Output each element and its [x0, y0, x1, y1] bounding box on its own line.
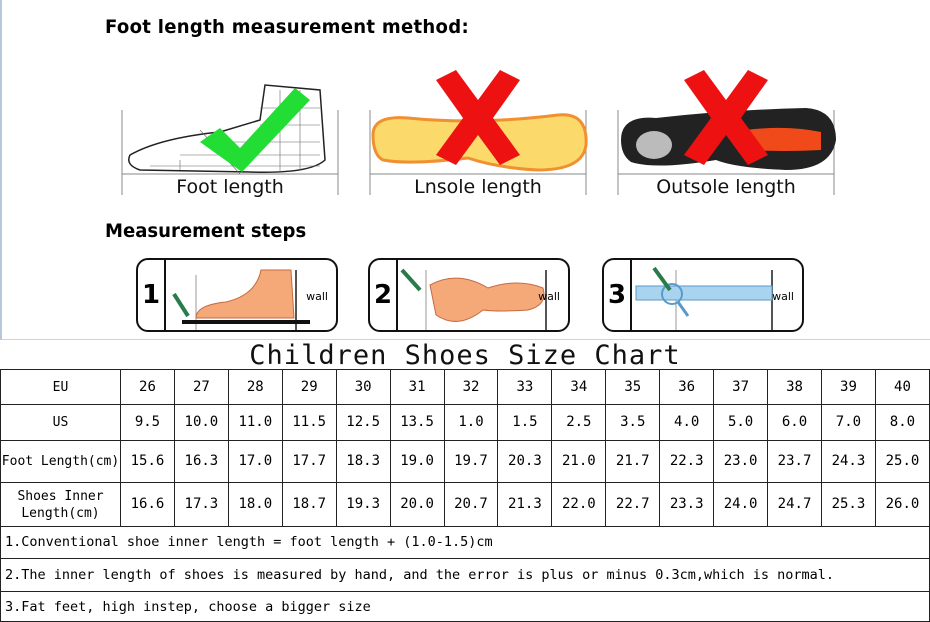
table-cell: 18.3 — [335, 440, 391, 483]
cross-icon — [684, 70, 768, 165]
table-row: Foot Length(cm) 15.6 16.3 17.0 17.7 18.3 19.0 1… — [0, 440, 930, 483]
table-cell: 24.7 — [767, 482, 822, 527]
table-cell: 22.0 — [551, 482, 607, 527]
foot-side-on-paper-illustration — [172, 269, 310, 330]
table-cell: 24.0 — [713, 482, 769, 527]
table-cell: 20.3 — [497, 440, 553, 483]
table-cell: 40 — [874, 369, 930, 405]
table-cell: 35 — [605, 369, 661, 405]
table-row: Shoes Inner Length(cm) 16.6 17.3 18.0 18.7 19… — [0, 482, 930, 527]
table-cell: 24.3 — [820, 440, 876, 483]
table-cell: 1.0 — [443, 404, 499, 441]
table-cell: 32 — [443, 369, 499, 405]
row-header: Shoes Inner Length(cm) — [0, 482, 121, 527]
table-cell: 3.5 — [605, 404, 661, 441]
step-3: 3 wall — [602, 258, 804, 332]
note-2: 2.The inner length of shoes is measured … — [0, 559, 930, 592]
table-cell: 10.0 — [173, 404, 229, 441]
table-cell: 12.5 — [335, 404, 391, 441]
method-insole-length: Lnsole length — [368, 70, 588, 198]
table-cell: 18.7 — [281, 482, 337, 527]
step-2: 2 wall — [368, 258, 570, 332]
cross-icon — [436, 70, 520, 165]
table-cell: 33 — [497, 369, 553, 405]
table-cell: 5.0 — [713, 404, 769, 441]
table-cell: 2.5 — [551, 404, 607, 441]
table-cell: 23.7 — [767, 440, 822, 483]
table-cell: 17.3 — [173, 482, 229, 527]
note-1: 1.Conventional shoe inner length = foot … — [0, 526, 930, 559]
table-cell: 29 — [281, 369, 337, 405]
table-cell: 23.0 — [713, 440, 769, 483]
table-cell: 18.0 — [227, 482, 283, 527]
table-cell: 31 — [389, 369, 445, 405]
table-cell: 16.3 — [173, 440, 229, 483]
table-cell: 39 — [820, 369, 876, 405]
table-cell: 30 — [335, 369, 391, 405]
table-cell: 17.7 — [281, 440, 337, 483]
insole-illustration — [369, 110, 588, 195]
row-header: EU — [0, 369, 121, 405]
step-1: 1 wall — [136, 258, 338, 332]
table-cell: 21.0 — [551, 440, 607, 483]
table-cell: 13.5 — [389, 404, 445, 441]
table-cell: 17.0 — [227, 440, 283, 483]
table-cell: 21.3 — [497, 482, 553, 527]
foot-top-illustration — [400, 268, 547, 330]
method-foot-length: Foot length — [120, 70, 340, 198]
wall-label: wall — [538, 290, 560, 303]
table-cell: 36 — [659, 369, 715, 405]
check-icon — [200, 88, 310, 172]
table-cell: 34 — [551, 369, 607, 405]
table-cell: 7.0 — [820, 404, 876, 441]
chart-title: Children Shoes Size Chart — [249, 340, 681, 371]
table-cell: 15.6 — [120, 440, 175, 483]
table-cell: 9.5 — [120, 404, 175, 441]
note-3: 3.Fat feet, high instep, choose a bigger… — [0, 592, 930, 622]
table-row: EU 26 27 28 29 30 31 32 33 34 35 36 37 38 39 40 — [0, 369, 930, 405]
table-cell: 26.0 — [874, 482, 930, 527]
table-cell: 19.7 — [443, 440, 499, 483]
row-header: US — [0, 404, 121, 441]
step-number: 1 — [138, 260, 166, 330]
row-header: Foot Length(cm) — [0, 440, 121, 483]
table-cell: 4.0 — [659, 404, 715, 441]
table-cell: 8.0 — [874, 404, 930, 441]
table-cell: 16.6 — [120, 482, 175, 527]
table-cell: 11.0 — [227, 404, 283, 441]
table-cell: 21.7 — [605, 440, 661, 483]
table-cell: 19.3 — [335, 482, 391, 527]
method-label: Foot length — [176, 176, 284, 198]
size-table: EU 26 27 28 29 30 31 32 33 34 35 36 37 38 39 40 US 9.5 10.… — [0, 369, 930, 527]
table-cell: 28 — [227, 369, 283, 405]
table-cell: 6.0 — [767, 404, 822, 441]
measurement-guide: Foot length measurement method: Foot len… — [0, 0, 930, 340]
wall-label: wall — [772, 290, 794, 303]
table-cell: 22.3 — [659, 440, 715, 483]
table-cell: 27 — [173, 369, 229, 405]
table-cell: 25.3 — [820, 482, 876, 527]
table-cell: 19.0 — [389, 440, 445, 483]
table-cell: 23.3 — [659, 482, 715, 527]
wall-label: wall — [306, 290, 328, 303]
table-cell: 22.7 — [605, 482, 661, 527]
table-cell: 38 — [767, 369, 822, 405]
table-cell: 20.7 — [443, 482, 499, 527]
table-cell: 11.5 — [281, 404, 337, 441]
method-label: Lnsole length — [414, 176, 542, 198]
step-number: 2 — [370, 260, 398, 330]
method-outsole-length: Outsole length — [616, 70, 836, 198]
steps-title: Measurement steps — [105, 220, 307, 242]
method-title: Foot length measurement method: — [105, 16, 469, 38]
table-cell: 1.5 — [497, 404, 553, 441]
method-label: Outsole length — [656, 176, 796, 198]
step-number: 3 — [604, 260, 632, 330]
outsole-illustration — [617, 108, 836, 195]
table-cell: 37 — [713, 369, 769, 405]
table-cell: 26 — [120, 369, 175, 405]
table-row: US 9.5 10.0 11.0 11.5 12.5 13.5 1.0 1.5 2.5 3.5 4.0… — [0, 404, 930, 441]
ruler-illustration — [635, 266, 773, 330]
table-cell: 20.0 — [389, 482, 445, 527]
table-cell: 25.0 — [874, 440, 930, 483]
